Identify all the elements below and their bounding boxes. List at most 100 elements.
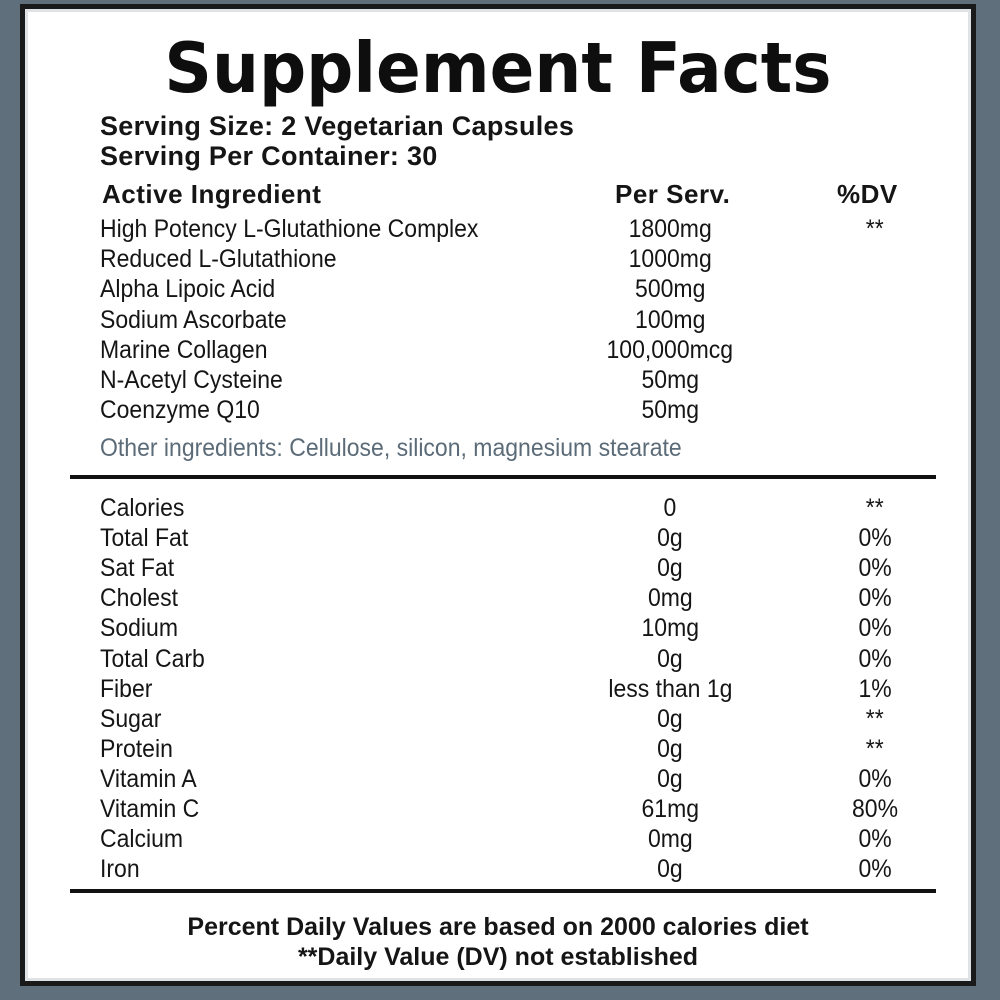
row-name: Reduced L-Glutathione [100, 245, 337, 274]
row-amount-cell: 0g [455, 734, 885, 764]
row-amount: 0g [657, 704, 683, 733]
row-amount: 0g [657, 855, 683, 884]
divider-bottom [70, 889, 936, 893]
row-amount: 0 [663, 494, 677, 522]
row-amount: 100,000mcg [606, 335, 734, 364]
row-dv-cell [815, 365, 935, 395]
ingredient-row: N-Acetyl Cysteine 50mg [25, 365, 971, 395]
row-dv-cell: 0% [815, 613, 935, 643]
ingredient-row: Sodium Ascorbate 100mg [25, 305, 971, 335]
row-dv-cell [815, 395, 935, 425]
row-amount-cell: 0 [455, 493, 885, 523]
row-amount-cell: 1000mg [455, 244, 885, 274]
row-amount: less than 1g [607, 674, 733, 703]
row-dv: ** [866, 215, 884, 243]
row-amount-cell: 0g [455, 553, 885, 583]
row-dv: 0% [858, 764, 892, 793]
divider-top [70, 475, 936, 479]
row-name: Coenzyme Q10 [100, 396, 260, 425]
row-amount: 0mg [647, 584, 693, 613]
row-dv-cell: 0% [815, 824, 935, 854]
row-amount: 100mg [634, 305, 706, 334]
row-amount-cell: 0g [455, 854, 885, 884]
row-amount: 1000mg [628, 245, 712, 274]
row-dv-cell [815, 335, 935, 365]
row-dv: ** [866, 734, 884, 763]
ingredient-row: High Potency L-Glutathione Complex 1800mg… [25, 214, 971, 244]
other-ingredients: Other ingredients: Cellulose, silicon, m… [100, 434, 682, 462]
row-name: Marine Collagen [100, 335, 268, 364]
row-amount-cell: 100,000mcg [455, 335, 885, 365]
row-name: Total Carb [100, 644, 205, 673]
row-dv-cell: 0% [815, 764, 935, 794]
row-amount: 500mg [634, 275, 706, 304]
row-name: Vitamin C [100, 795, 200, 823]
row-name: Sugar [100, 704, 162, 733]
row-amount-cell: 100mg [455, 305, 885, 335]
row-dv-cell: ** [815, 734, 935, 764]
row-dv-cell: 0% [815, 854, 935, 884]
header-per-serving: Per Serv. [615, 179, 731, 209]
row-name: Protein [100, 734, 173, 763]
row-dv: 0% [858, 584, 892, 613]
row-dv-cell: 80% [815, 794, 935, 824]
row-dv: 0% [858, 524, 892, 553]
row-amount: 0mg [647, 825, 693, 854]
row-amount-cell: 0g [455, 764, 885, 794]
row-amount: 0g [657, 644, 683, 673]
row-amount-cell: 1800mg [455, 214, 885, 244]
row-name: Calcium [100, 825, 184, 854]
ingredient-row: Marine Collagen 100,000mcg [25, 335, 971, 365]
serving-info: Serving Size: 2 Vegetarian Capsules Serv… [100, 111, 574, 171]
row-dv-cell [815, 274, 935, 304]
row-amount: 1800mg [628, 215, 712, 243]
row-amount: 50mg [641, 396, 699, 425]
row-dv: ** [866, 494, 884, 522]
row-dv: 80% [851, 795, 899, 823]
row-dv: ** [866, 704, 884, 733]
row-name: Vitamin A [100, 764, 197, 793]
row-amount-cell: 50mg [455, 365, 885, 395]
row-amount-cell: 0mg [455, 583, 885, 613]
row-name: Sat Fat [100, 554, 175, 583]
ingredient-row: Alpha Lipoic Acid 500mg [25, 274, 971, 304]
nutrient-row: Fiber less than 1g 1% [25, 674, 971, 704]
row-dv-cell [815, 244, 935, 274]
row-amount-cell: 61mg [455, 794, 885, 824]
row-dv-cell [815, 305, 935, 335]
row-dv-cell: ** [815, 214, 935, 244]
row-dv-cell: 0% [815, 523, 935, 553]
nutrient-row: Sugar 0g ** [25, 704, 971, 734]
row-amount: 0g [657, 764, 683, 793]
row-name: Iron [100, 855, 140, 884]
row-amount: 50mg [641, 366, 699, 394]
row-dv: 0% [858, 614, 892, 643]
row-amount-cell: 0g [455, 704, 885, 734]
row-amount-cell: 500mg [455, 274, 885, 304]
row-dv: 1% [858, 674, 892, 703]
row-amount: 0g [657, 554, 683, 583]
row-name: N-Acetyl Cysteine [100, 366, 283, 394]
row-dv-cell: 1% [815, 674, 935, 704]
ingredient-row: Reduced L-Glutathione 1000mg [25, 244, 971, 274]
supplement-facts-panel: Supplement Facts Serving Size: 2 Vegetar… [20, 4, 976, 986]
nutrient-row: Vitamin C 61mg 80% [25, 794, 971, 824]
serving-per-container: Serving Per Container: 30 [100, 141, 438, 171]
row-name: Total Fat [100, 524, 189, 553]
row-dv-cell: 0% [815, 644, 935, 674]
row-name: Alpha Lipoic Acid [100, 275, 276, 304]
row-dv-cell: 0% [815, 583, 935, 613]
row-amount: 10mg [641, 614, 699, 643]
nutrient-row: Sat Fat 0g 0% [25, 553, 971, 583]
row-dv: 0% [858, 554, 892, 583]
nutrient-row: Vitamin A 0g 0% [25, 764, 971, 794]
nutrient-row: Total Carb 0g 0% [25, 644, 971, 674]
header-daily-value: %DV [837, 179, 898, 209]
nutrient-row: Total Fat 0g 0% [25, 523, 971, 553]
row-amount-cell: 10mg [455, 613, 885, 643]
nutrient-row: Sodium 10mg 0% [25, 613, 971, 643]
row-dv: 0% [858, 825, 892, 854]
footer-note-dv-basis: Percent Daily Values are based on 2000 c… [187, 913, 809, 941]
nutrient-row: Protein 0g ** [25, 734, 971, 764]
row-name: High Potency L-Glutathione Complex [100, 215, 479, 243]
